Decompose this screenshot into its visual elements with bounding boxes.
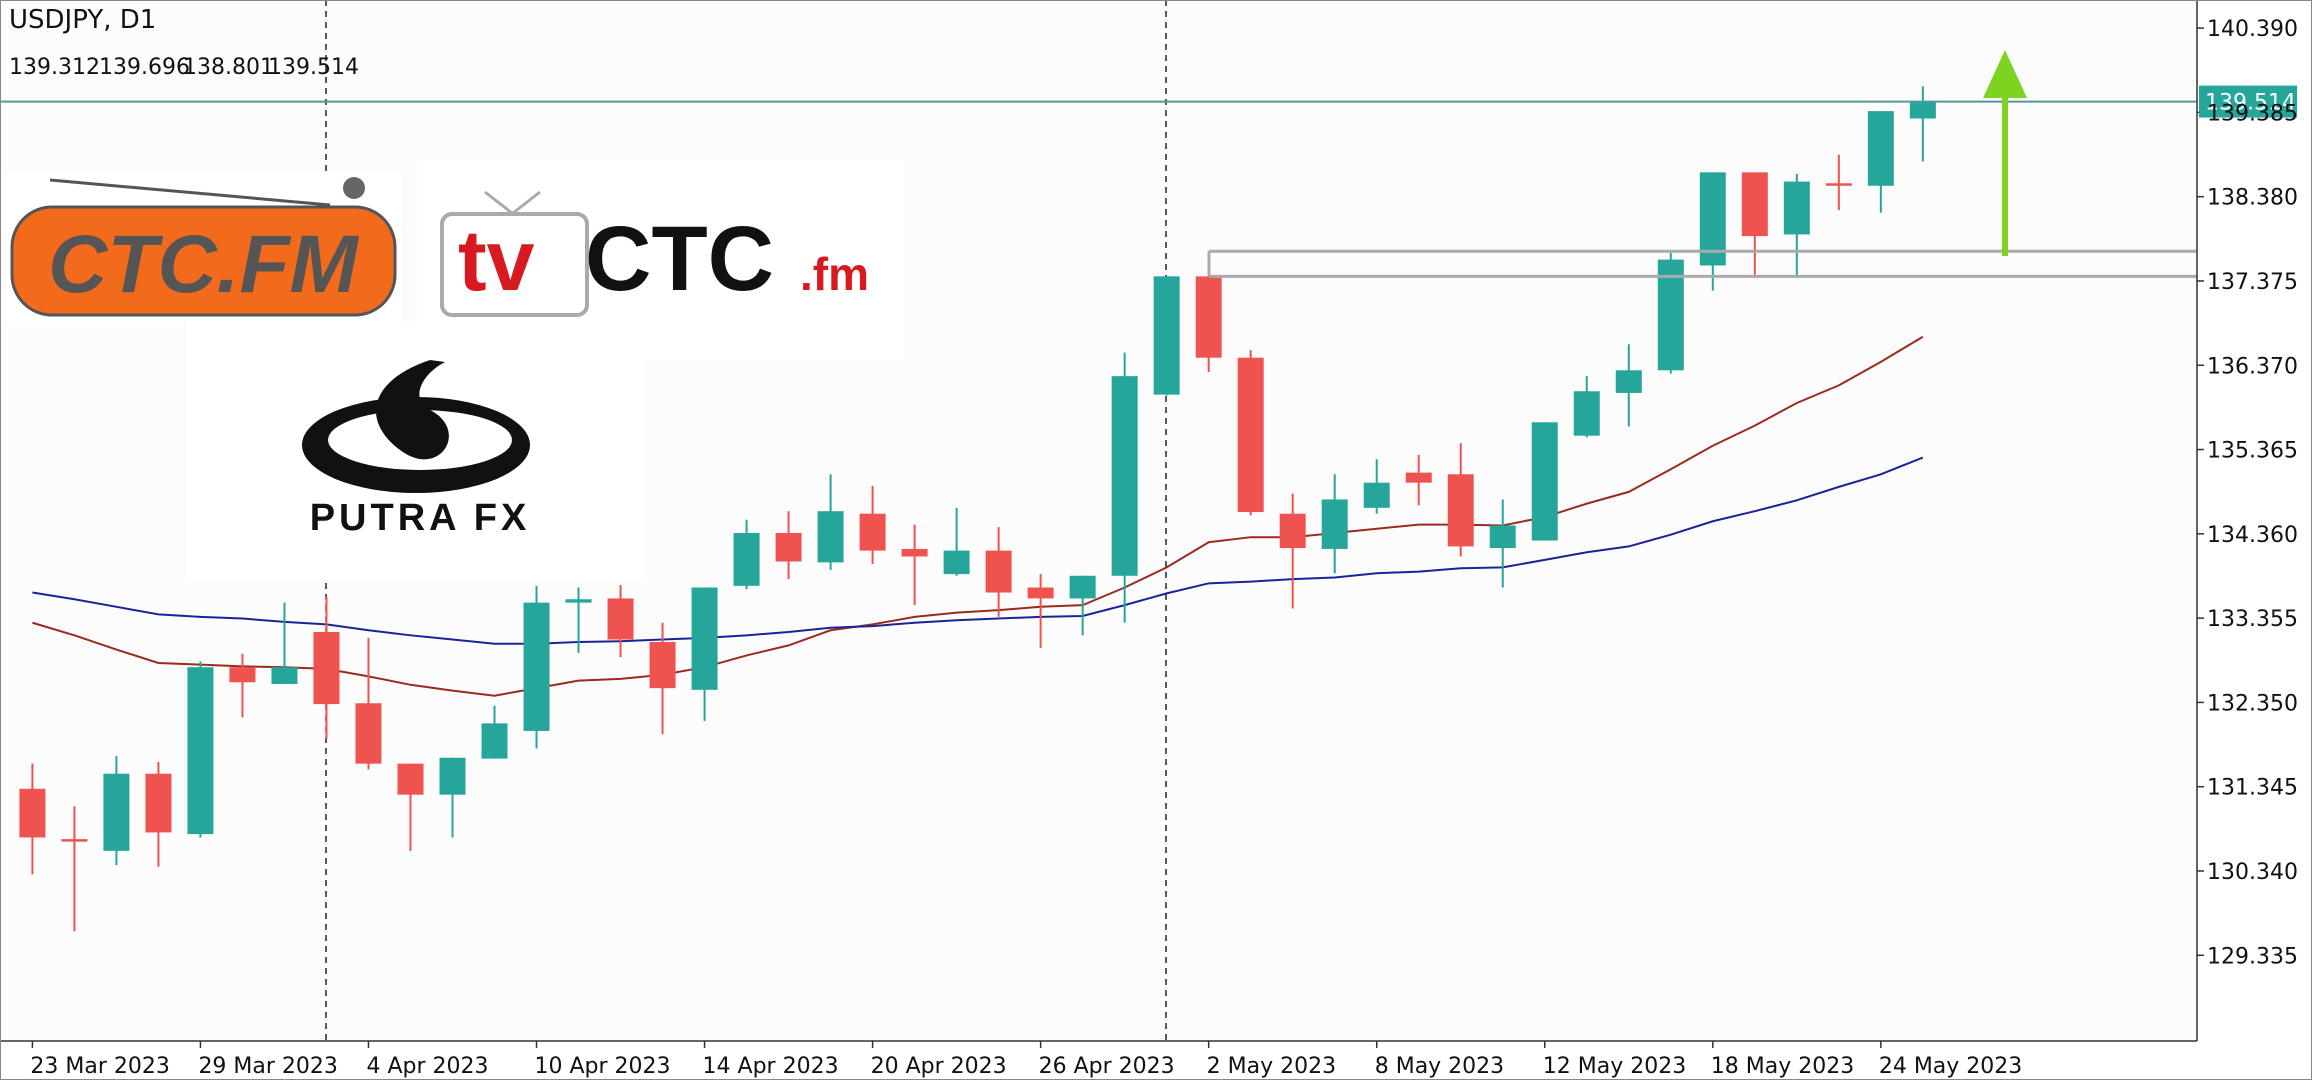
tv-antenna [484, 190, 513, 215]
candle-body [691, 587, 718, 690]
candle-body [1783, 181, 1810, 235]
candle-body [481, 723, 508, 759]
logo-text: tv [458, 213, 535, 309]
candle-body [313, 631, 340, 705]
x-tick-label: 12 May 2023 [1543, 1054, 1686, 1079]
candle-body [901, 548, 928, 557]
x-tick-label: 8 May 2023 [1375, 1054, 1504, 1079]
x-tick-label: 20 Apr 2023 [871, 1054, 1007, 1079]
candle-body [1027, 587, 1054, 599]
candle-body [1363, 482, 1390, 508]
candle-body [1069, 575, 1096, 599]
ohlc-low: 138.801 [183, 55, 274, 80]
y-tick-label: 133.355 [2207, 607, 2298, 632]
candle-body [397, 763, 424, 795]
candle-body [1909, 101, 1936, 119]
price-label: 139.514 [2205, 91, 2296, 116]
y-tick-label: 137.375 [2207, 270, 2298, 295]
y-tick-label: 134.360 [2207, 523, 2298, 548]
candle-body [985, 550, 1012, 593]
logo-tvctc: tv CTC .fm [417, 160, 904, 360]
logo-text: .fm [800, 248, 869, 300]
x-tick-label: 14 Apr 2023 [703, 1054, 839, 1079]
candle-body [775, 532, 802, 562]
candle-body [1489, 525, 1516, 549]
axis-layer [31, 27, 2204, 1048]
candle-body [565, 599, 592, 603]
x-tick-label: 23 Mar 2023 [30, 1054, 169, 1079]
y-tick-label: 132.350 [2207, 691, 2298, 716]
chart-title: USDJPY, D1 [9, 5, 156, 35]
x-tick-label: 29 Mar 2023 [198, 1054, 337, 1079]
candle-body [271, 667, 298, 684]
candle-body [607, 598, 634, 640]
candle-body [1447, 474, 1474, 547]
candle-body [1195, 276, 1222, 358]
candle-body [649, 642, 676, 689]
logo-flame [376, 360, 449, 460]
candle-body [523, 602, 550, 731]
candle-body [355, 703, 382, 764]
candle-body [1825, 183, 1852, 186]
y-tick-label: 136.370 [2207, 354, 2298, 379]
candle-body [1405, 472, 1432, 483]
candle-body [1321, 499, 1348, 549]
x-tick-label: 2 May 2023 [1207, 1054, 1336, 1079]
candle-body [1867, 111, 1894, 186]
candle-body [229, 667, 256, 683]
y-tick-label: 130.340 [2207, 860, 2298, 885]
moving-average [32, 456, 1924, 645]
candle-body [103, 773, 130, 851]
marks [0, 86, 2197, 932]
candle-body [1153, 276, 1180, 395]
y-tick-label: 135.365 [2207, 439, 2298, 464]
tv-antenna [512, 190, 541, 215]
y-tick-label: 139.385 [2207, 101, 2298, 126]
y-tick-label: 129.335 [2207, 944, 2298, 969]
antenna [49, 178, 331, 207]
moving-average [32, 335, 1924, 697]
candle-body [733, 532, 760, 586]
arrow-head [1983, 50, 2027, 98]
x-tick-label: 26 Apr 2023 [1039, 1054, 1175, 1079]
candle-body [943, 550, 970, 575]
candle-body [1279, 513, 1306, 549]
candle-body [145, 773, 172, 833]
y-tick-label: 131.345 [2207, 776, 2298, 801]
candle-body [439, 757, 466, 795]
x-tick-label: 4 Apr 2023 [366, 1054, 488, 1079]
y-tick-label: 138.380 [2207, 186, 2298, 211]
candle-body [859, 513, 886, 551]
candle-body [187, 667, 214, 835]
candle-body [1111, 376, 1138, 576]
x-tick-label: 18 May 2023 [1711, 1054, 1854, 1079]
logo-text: CTC [585, 208, 774, 310]
ohlc-close: 139.514 [268, 55, 359, 80]
antenna-knob [343, 177, 365, 199]
logo-ctc-fm: CTC.FM [0, 173, 401, 322]
candle-body [1741, 172, 1768, 237]
x-tick-label: 24 May 2023 [1879, 1054, 2022, 1079]
ohlc-open: 139.312 [9, 55, 100, 80]
logo-pill [10, 205, 397, 317]
price-label-layer: 139.514 [2199, 85, 2297, 118]
candle-body [1657, 259, 1684, 371]
logo-text: PUTRA FX [310, 497, 531, 539]
candle-body [1615, 370, 1642, 393]
x-tick-label: 10 Apr 2023 [535, 1054, 671, 1079]
candle-body [19, 788, 46, 838]
candle-body [1237, 357, 1264, 513]
ohlc-high: 139.696 [99, 55, 190, 80]
candle-body [1531, 422, 1558, 541]
y-tick-label: 140.390 [2207, 17, 2298, 42]
logo-text: CTC.FM [48, 219, 359, 310]
logo-putra: PUTRA FX [186, 322, 644, 580]
candle-body [61, 839, 88, 842]
price-label-box [2199, 85, 2297, 118]
tv-frame [440, 212, 589, 317]
candle-body [1573, 391, 1600, 436]
candle-body [817, 511, 844, 563]
